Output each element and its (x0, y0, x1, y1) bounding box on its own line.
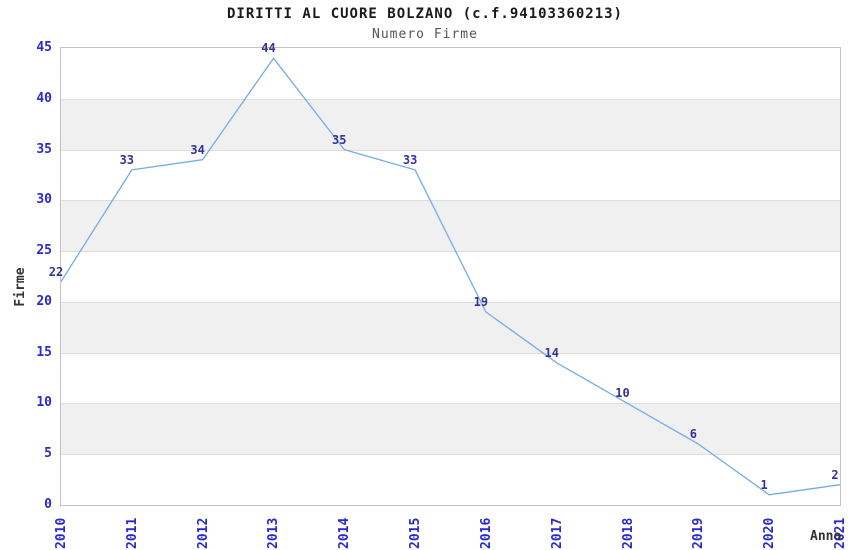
x-axis-title: Anno (810, 529, 842, 544)
y-axis-title: Firme (13, 267, 28, 307)
point-label: 19 (473, 295, 489, 310)
firme-line (60, 57, 841, 496)
point-label: 22 (48, 264, 64, 279)
point-label: 33 (119, 152, 135, 167)
point-label: 35 (332, 132, 347, 147)
gridline (61, 301, 840, 303)
point-label: 33 (402, 152, 418, 167)
alt-band (61, 98, 840, 150)
gridline (61, 98, 840, 100)
point-label: 10 (615, 386, 630, 401)
y-tick-label: 25 (36, 243, 52, 259)
y-tick-label: 15 (36, 344, 52, 360)
alt-band (61, 301, 840, 353)
gridline (61, 454, 840, 456)
point-label: 2 (831, 467, 839, 482)
y-tick-label: 35 (36, 141, 52, 157)
x-tick-label: 2012 (195, 517, 211, 549)
x-tick-label: 2019 (691, 517, 707, 549)
y-tick-label: 30 (36, 192, 52, 208)
y-tick-label: 5 (44, 446, 52, 462)
point-label: 14 (544, 345, 559, 360)
y-tick-label: 10 (36, 395, 52, 411)
alt-band (61, 200, 840, 252)
x-tick-label: 2020 (762, 517, 778, 549)
gridline (61, 149, 840, 151)
gridline (61, 403, 840, 405)
y-tick-label: 40 (36, 90, 52, 106)
point-label: 1 (760, 477, 768, 492)
y-tick-label: 0 (44, 497, 52, 512)
x-tick-label: 2015 (408, 517, 424, 549)
gridline (61, 251, 840, 253)
point-label: 34 (190, 142, 205, 157)
gridline (61, 352, 840, 354)
line-series-svg (60, 57, 841, 496)
chart-subtitle: Numero Firme (372, 27, 478, 42)
chart-title: DIRITTI AL CUORE BOLZANO (c.f.9410336021… (226, 6, 623, 22)
plot-area (60, 47, 841, 506)
y-tick-label: 20 (36, 293, 52, 309)
x-tick-label: 2013 (266, 517, 282, 549)
gridline (61, 200, 840, 202)
y-tick-label: 45 (36, 40, 52, 55)
x-tick-label: 2014 (337, 517, 353, 549)
alt-band (61, 403, 840, 455)
point-label: 6 (689, 427, 697, 442)
point-label: 44 (261, 41, 276, 56)
x-tick-label: 2010 (54, 517, 69, 549)
x-tick-label: 2016 (478, 517, 494, 549)
x-tick-label: 2017 (549, 517, 565, 549)
x-tick-label: 2018 (620, 517, 636, 549)
x-tick-label: 2011 (124, 517, 140, 549)
